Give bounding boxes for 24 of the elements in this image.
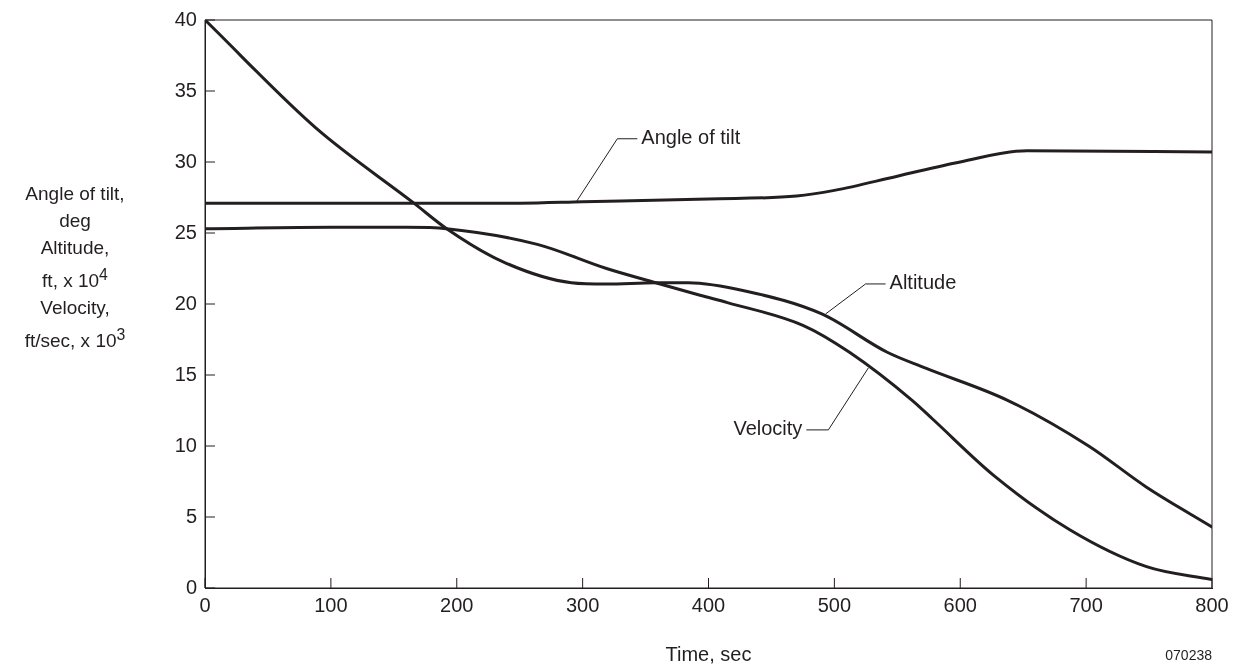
- y-axis-title: Angle of tilt, deg Altitude, ft, x 10$^{4}$ Velocity, ft/sec, x 10$^{3}$: [23, 182, 127, 354]
- y-tick-label: 40: [174, 7, 197, 30]
- annotation: Velocity: [733, 417, 803, 440]
- x-tick-label: 300: [565, 593, 600, 616]
- x-tick-label: 800: [1195, 593, 1229, 616]
- y-tick-label: 30: [174, 149, 197, 172]
- x-axis-title: Time, sec: [665, 642, 752, 665]
- annotation: Angle of tilt: [641, 126, 741, 149]
- y-tick-label: 35: [174, 78, 197, 101]
- x-tick-label: 600: [943, 593, 977, 616]
- y-tick-label: 0: [185, 575, 197, 598]
- x-tick-label: 400: [691, 593, 726, 616]
- x-tick-label: 500: [817, 593, 852, 616]
- x-tick-label: 700: [1069, 593, 1103, 616]
- annotation: Altitude: [889, 271, 957, 294]
- y-tick-label: 25: [174, 220, 197, 243]
- text: 070238: [1165, 646, 1213, 663]
- x-tick-label: 100: [314, 593, 348, 616]
- x-tick-label: 0: [199, 593, 211, 616]
- y-tick-label: 15: [174, 362, 197, 385]
- y-tick-label: 20: [174, 291, 197, 314]
- y-tick-label: 5: [185, 504, 197, 527]
- x-tick-label: 200: [440, 593, 474, 616]
- y-tick-label: 10: [174, 433, 197, 456]
